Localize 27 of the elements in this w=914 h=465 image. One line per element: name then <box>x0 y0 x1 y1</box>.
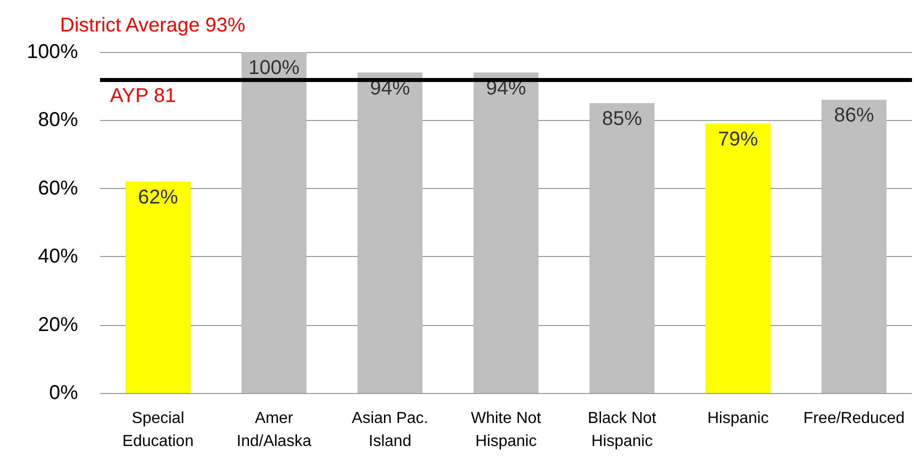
y-tick-label: 100% <box>26 41 78 63</box>
y-tick-label: 40% <box>38 246 78 268</box>
data-label: 86% <box>834 104 874 127</box>
x-tick-label: Asian Pac. Island <box>352 410 428 450</box>
x-tick-label: Amer Ind/Alaska <box>236 410 312 450</box>
bar <box>358 72 422 393</box>
data-label: 100% <box>248 57 300 79</box>
ref-line-label: District Average 93% <box>60 14 246 36</box>
x-tick-label: White Not Hispanic <box>470 410 542 450</box>
bar <box>590 103 654 393</box>
bar <box>126 182 190 393</box>
x-tick-label: Free/Reduced <box>803 410 905 427</box>
y-tick-label: 80% <box>38 109 78 132</box>
data-label: 79% <box>718 128 758 151</box>
bar <box>242 52 306 393</box>
y-tick-label: 20% <box>38 314 78 336</box>
x-tick-label: Hispanic <box>707 410 769 427</box>
data-label: 62% <box>138 186 178 209</box>
bar <box>474 72 538 393</box>
y-tick-label: 0% <box>49 382 78 404</box>
y-tick-label: 60% <box>38 177 78 200</box>
bar <box>706 124 770 393</box>
x-tick-label: Black Not Hispanic <box>588 410 657 450</box>
bar <box>822 100 886 393</box>
data-label: 85% <box>602 108 642 130</box>
x-tick-label: Special Education <box>122 410 194 450</box>
annotation: AYP 81 <box>110 85 176 107</box>
